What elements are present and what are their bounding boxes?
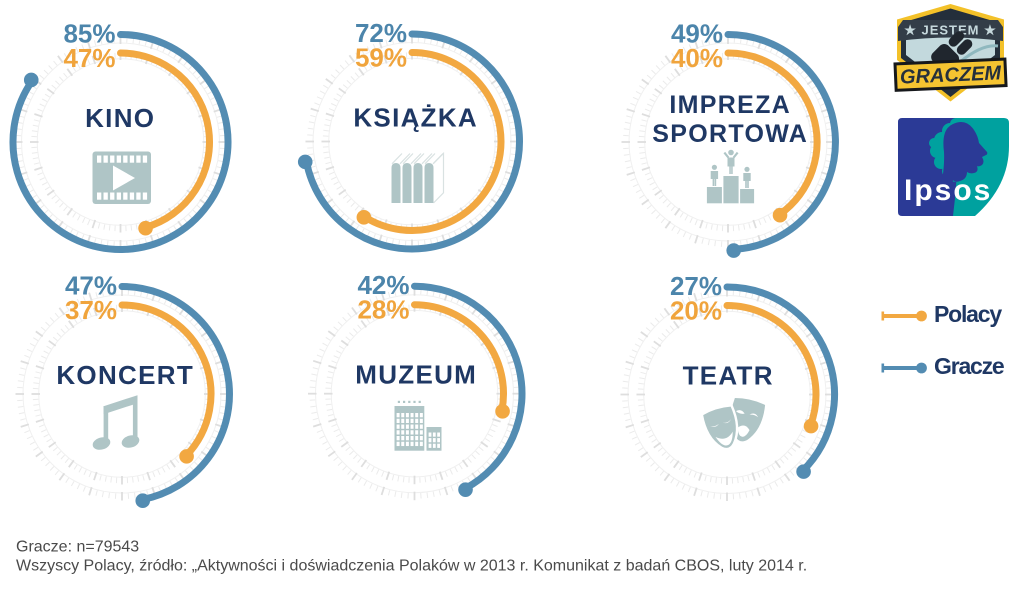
svg-text:59%: 59%	[355, 43, 407, 73]
svg-text:KONCERT: KONCERT	[56, 360, 194, 390]
svg-text:85%: 85%	[63, 19, 115, 49]
svg-text:Ipsos: Ipsos	[904, 174, 992, 207]
svg-text:28%: 28%	[357, 295, 409, 325]
svg-text:27%: 27%	[670, 271, 722, 301]
svg-text:42%: 42%	[357, 270, 409, 300]
svg-text:TEATR: TEATR	[683, 361, 774, 391]
svg-text:20%: 20%	[670, 296, 722, 326]
svg-text:47%: 47%	[65, 271, 117, 301]
svg-text:KSIĄŻKA: KSIĄŻKA	[353, 103, 478, 133]
svg-text:IMPREZA: IMPREZA	[669, 91, 791, 119]
svg-text:40%: 40%	[671, 43, 723, 73]
svg-text:72%: 72%	[355, 18, 407, 48]
svg-text:Polacy: Polacy	[934, 301, 1002, 327]
svg-text:Gracze: Gracze	[934, 353, 1004, 379]
svg-text:Wszyscy Polacy, źródło: „Aktyw: Wszyscy Polacy, źródło: „Aktywności i do…	[16, 558, 807, 575]
svg-text:37%: 37%	[65, 295, 117, 325]
svg-text:49%: 49%	[671, 19, 723, 49]
svg-text:GRACZEM: GRACZEM	[900, 62, 1003, 88]
svg-text:KINO: KINO	[85, 103, 155, 133]
svg-text:47%: 47%	[63, 43, 115, 73]
svg-text:SPORTOWA: SPORTOWA	[652, 120, 808, 148]
svg-text:★ JESTEM ★: ★ JESTEM ★	[904, 23, 997, 38]
svg-text:Gracze: n=79543: Gracze: n=79543	[16, 539, 139, 556]
svg-text:MUZEUM: MUZEUM	[355, 360, 477, 390]
